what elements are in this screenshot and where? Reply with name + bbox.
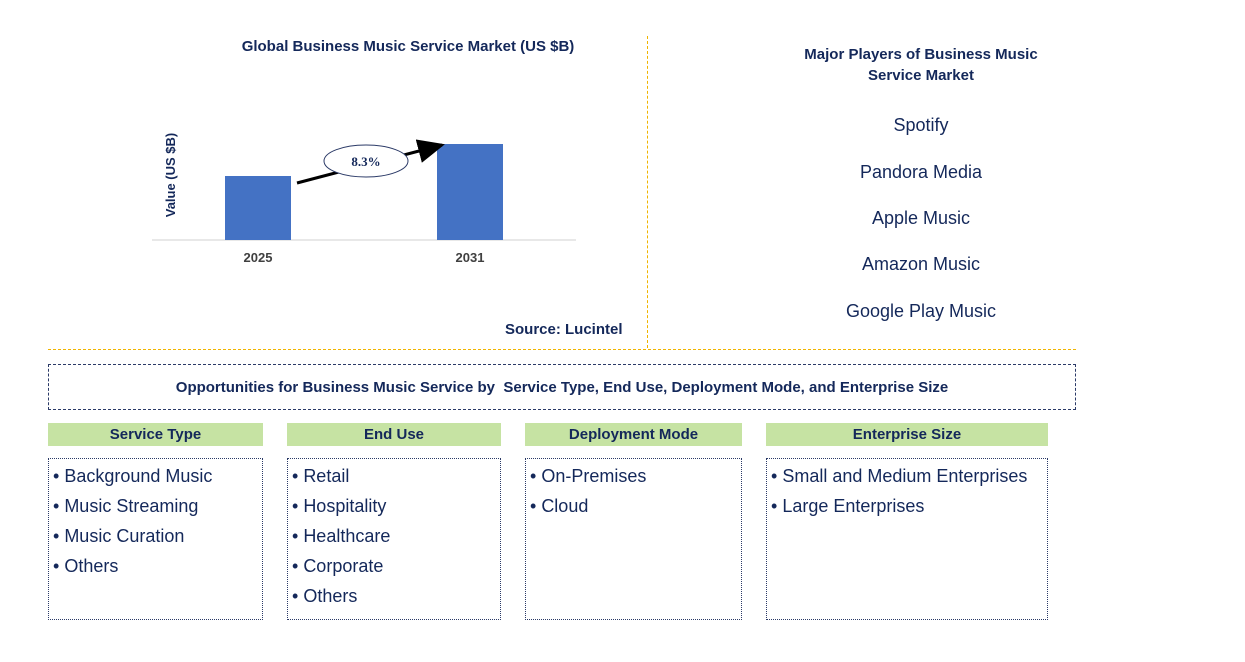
player-spotify: Spotify bbox=[893, 115, 949, 135]
cagr-ellipse bbox=[323, 144, 409, 178]
segment-list-enterprise-size: • Small and Medium Enterprises • Large E… bbox=[766, 458, 1048, 620]
horizontal-divider bbox=[48, 349, 1076, 350]
chart-title: Global Business Music Service Market (US… bbox=[241, 38, 575, 55]
cagr-label: 8.3% bbox=[351, 154, 380, 169]
list-item: • Small and Medium Enterprises bbox=[771, 466, 1028, 486]
list-item: • Others bbox=[292, 586, 358, 606]
segment-heading-deployment-mode: Deployment Mode bbox=[525, 423, 742, 446]
source-label: Source: Lucintel bbox=[505, 321, 623, 338]
opportunities-title: Opportunities for Business Music Service… bbox=[175, 378, 949, 396]
segment-list-end-use: • Retail • Hospitality • Healthcare • Co… bbox=[287, 458, 501, 620]
segment-list-deployment-mode: • On-Premises • Cloud bbox=[525, 458, 742, 620]
list-item: • Corporate bbox=[292, 556, 384, 576]
vertical-divider bbox=[647, 36, 648, 348]
segment-heading-service-type: Service Type bbox=[48, 423, 263, 446]
list-item: • Music Streaming bbox=[53, 496, 199, 516]
opportunities-banner: Opportunities for Business Music Service… bbox=[48, 364, 1076, 410]
player-pandora-media: Pandora Media bbox=[859, 162, 983, 182]
list-item: • On-Premises bbox=[530, 466, 647, 486]
bar-chart: Value (US $B) 2025 2031 8.3% bbox=[152, 133, 576, 265]
x-tick-label: 2031 bbox=[456, 250, 485, 265]
bar-2031 bbox=[437, 144, 503, 240]
list-item: • Hospitality bbox=[292, 496, 387, 516]
bar-2025 bbox=[225, 176, 291, 240]
list-item: • Healthcare bbox=[292, 526, 391, 546]
list-item: • Large Enterprises bbox=[771, 496, 925, 516]
list-item: • Music Curation bbox=[53, 526, 185, 546]
list-item: • Cloud bbox=[530, 496, 589, 516]
list-item: • Others bbox=[53, 556, 119, 576]
segment-heading-end-use: End Use bbox=[287, 423, 501, 446]
segment-heading-enterprise-size: Enterprise Size bbox=[766, 423, 1048, 446]
players-title: Major Players of Business Music Service … bbox=[804, 46, 1038, 84]
player-apple-music: Apple Music bbox=[871, 208, 971, 228]
player-amazon-music: Amazon Music bbox=[861, 254, 981, 274]
x-tick-label: 2025 bbox=[244, 250, 273, 265]
player-google-play-music: Google Play Music bbox=[845, 301, 997, 321]
list-item: • Retail bbox=[292, 466, 350, 486]
list-item: • Background Music bbox=[53, 466, 213, 486]
y-axis-label: Value (US $B) bbox=[163, 133, 178, 218]
segment-list-service-type: • Background Music • Music Streaming • M… bbox=[48, 458, 263, 620]
